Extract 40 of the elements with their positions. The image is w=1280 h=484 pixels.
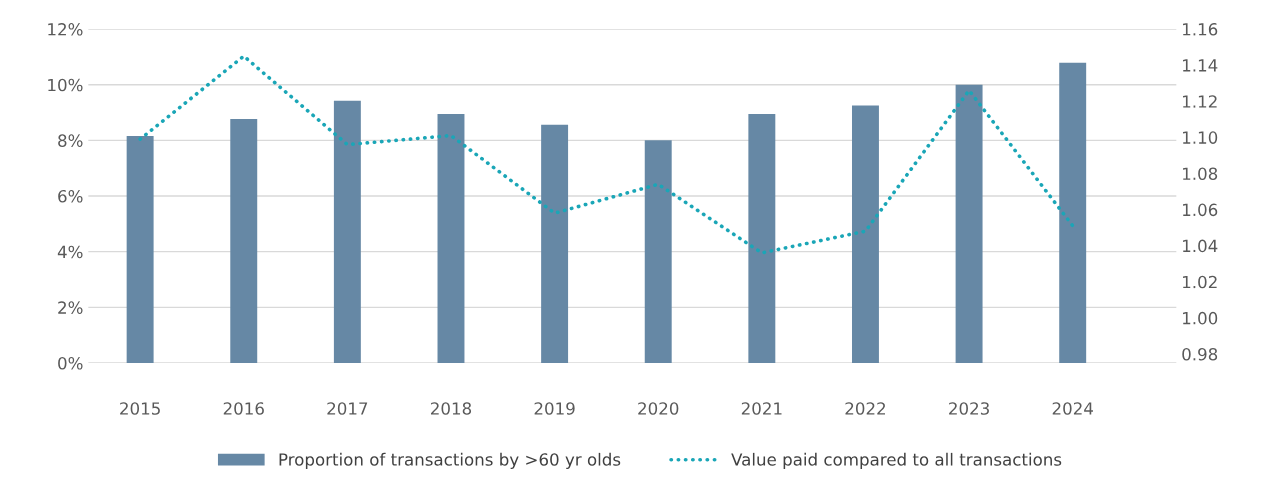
legend-label: Value paid compared to all transactions [731,452,1062,469]
bar [955,84,983,363]
y-tick-label: 4% [57,245,83,259]
x-tick-label: 2021 [741,402,782,415]
y-tick-label: 12% [48,23,83,36]
y2-tick-label: 1.14 [1183,59,1218,72]
x-tick-label: 2017 [327,402,368,415]
y2-tick-label: 1.00 [1183,311,1218,325]
y2-tick-label: 0.98 [1182,347,1218,361]
x-tick-label: 2016 [223,402,264,415]
bar [126,135,154,363]
y2-tick-label: 1.12 [1183,95,1217,108]
line-series [138,54,1075,255]
x-tick-label: 2019 [534,402,575,415]
y-tick-label: 10% [48,78,83,92]
y2-tick-label: 1.06 [1183,203,1218,217]
bar [437,113,465,363]
bar [230,118,258,363]
y2-tick-label: 1.02 [1183,275,1217,289]
legend-label: Proportion of transactions by >60 yr olds [279,452,621,469]
y-tick-label: 2% [58,301,83,314]
bar [851,105,879,363]
bar [1059,62,1087,363]
x-tick-label: 2023 [949,402,989,415]
x-tick-label: 2022 [845,402,885,415]
bar [541,124,569,363]
bar [333,100,361,363]
y-tick-label: 8% [58,134,83,147]
x-tick-label: 2024 [1052,402,1093,415]
x-tick-label: 2020 [638,402,679,415]
y-tick-label: 6% [58,189,83,203]
y-tick-label: 0% [58,356,83,370]
y2-tick-label: 1.04 [1183,239,1218,253]
y2-tick-label: 1.16 [1183,23,1218,36]
bar [644,140,672,363]
y2-tick-label: 1.08 [1183,167,1218,181]
y2-tick-label: 1.10 [1183,131,1218,144]
bar [748,113,776,363]
x-tick-label: 2015 [120,402,160,415]
x-tick-label: 2018 [431,402,472,415]
